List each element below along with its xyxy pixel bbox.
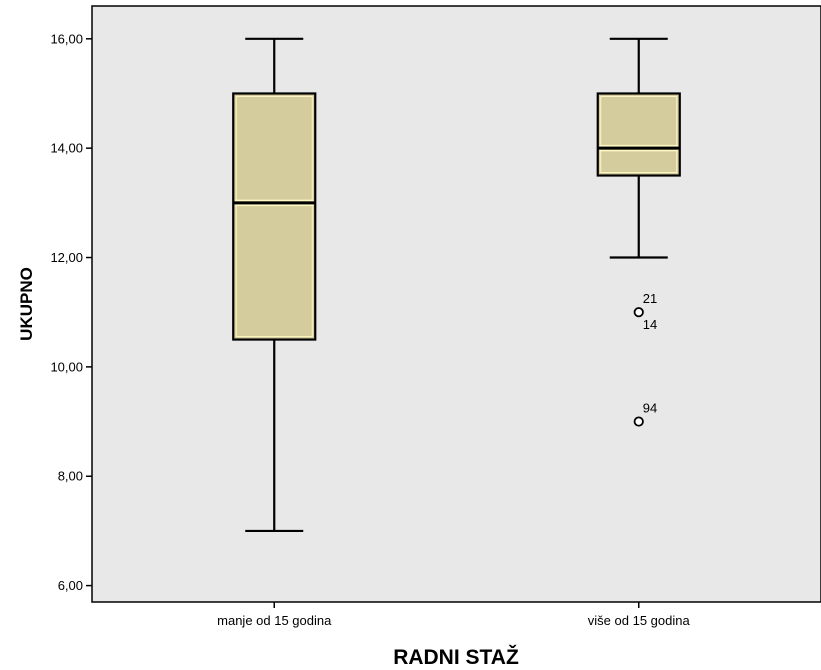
boxes-layer: 21 14 94 [232,37,681,533]
y-tick-label: 8,00 [58,469,83,484]
outlier-point [633,307,644,318]
outlier-label: 14 [643,317,657,332]
x-tick-label: manje od 15 godina [217,613,332,628]
y-tick-label: 12,00 [50,250,83,265]
box-highlight [235,95,313,338]
iqr-box [596,92,681,177]
y-axis: 6,00 8,00 10,00 12,00 14,00 16,00 [50,31,92,593]
y-tick-label: 10,00 [50,359,83,374]
plot-area [91,5,821,603]
box-group [232,37,317,533]
y-tick-label: 14,00 [50,141,83,156]
box-highlight [600,95,678,174]
outlier-label: 21 [643,291,657,306]
iqr-box [232,92,317,341]
outlier-label: 94 [643,401,657,416]
y-axis-title: UKUPNO [17,267,36,341]
box-group: 21 14 94 [596,37,681,427]
y-tick-label: 16,00 [50,31,83,46]
outlier-point [633,416,644,427]
x-axis-title: RADNI STAŽ [393,645,519,669]
x-tick-label: više od 15 godina [588,613,691,628]
y-tick-label: 6,00 [58,578,83,593]
x-axis: manje od 15 godina više od 15 godina [217,602,690,628]
